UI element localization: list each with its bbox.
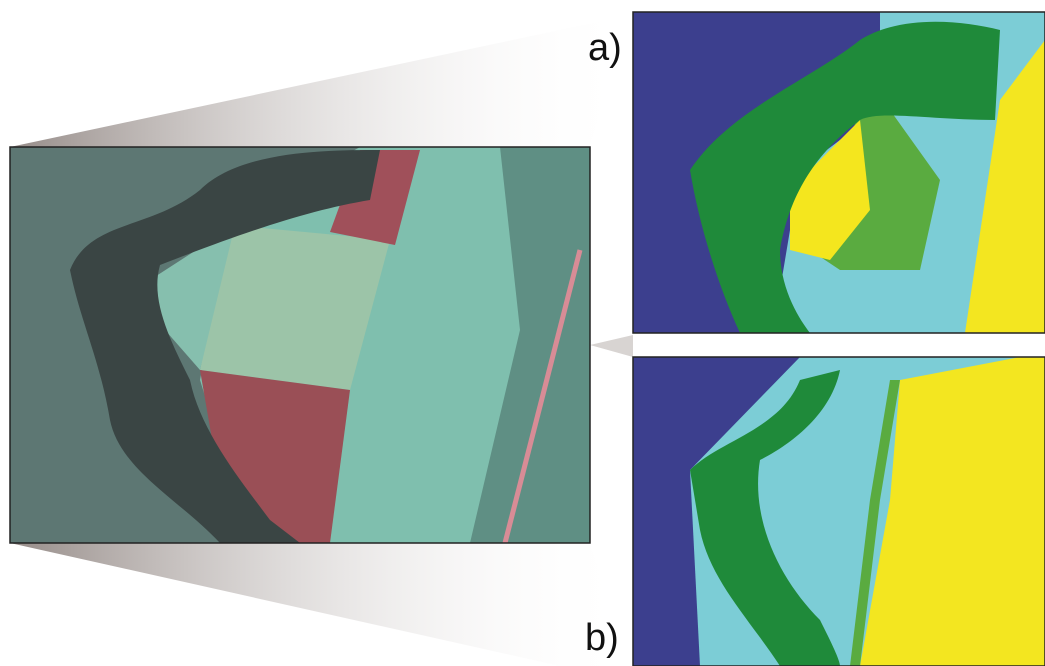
panel-label: a) (588, 27, 622, 69)
classification-map-a (633, 12, 1045, 333)
zoom-wedge (10, 15, 630, 147)
zoom-wedge (10, 543, 630, 666)
aerial-image (10, 147, 590, 543)
classification-map-b (633, 357, 1045, 666)
figure: a) b) (0, 0, 1045, 666)
panel-label: b) (585, 617, 619, 659)
zoom-wedge (590, 335, 633, 357)
